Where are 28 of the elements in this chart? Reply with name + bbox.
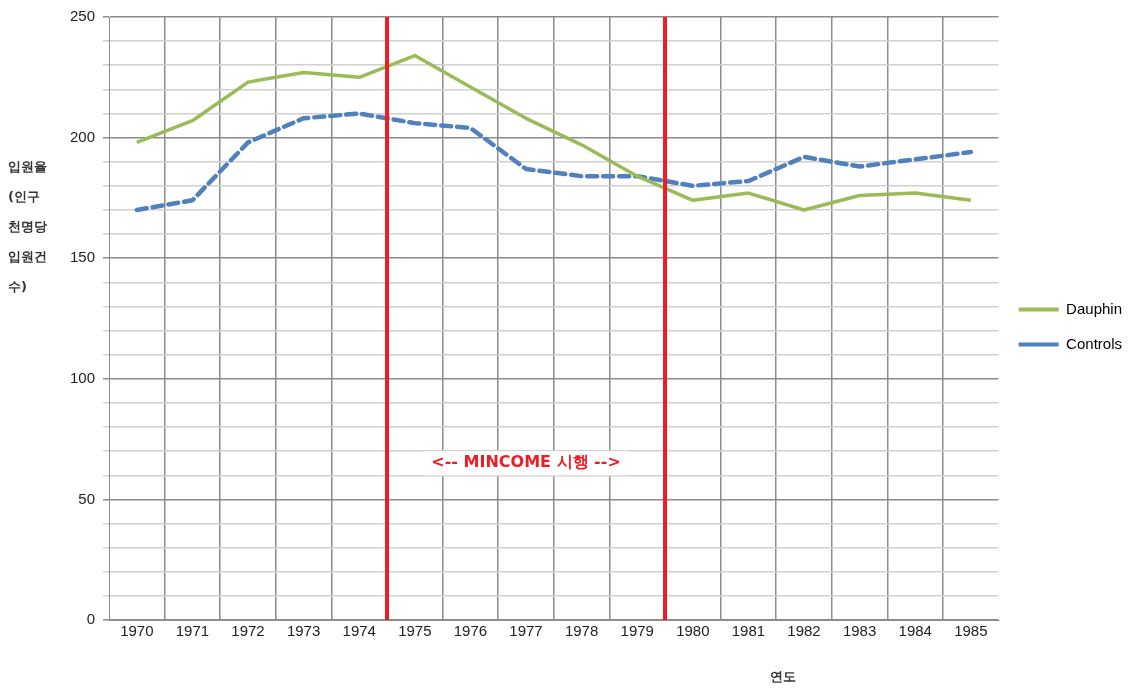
x-tick-label: 1976 [453, 622, 488, 640]
x-tick-label: 1970 [120, 622, 154, 640]
x-tick-label: 1984 [898, 622, 932, 640]
x-tick-label: 1971 [175, 622, 210, 640]
x-tick-label: 1980 [676, 622, 710, 640]
y-tick-label: 50 [78, 489, 96, 507]
x-tick-label: 1975 [398, 622, 432, 640]
y-tick-label: 150 [70, 248, 96, 266]
x-tick-label: 1973 [286, 622, 321, 640]
annotation: <-- MINCOME 시행 --> [431, 452, 621, 472]
y-axis-title: 입원율 (인구 천명당 입원건수) [8, 158, 48, 296]
y-tick-label: 0 [86, 610, 96, 628]
x-tick-label: 1981 [731, 622, 766, 640]
x-tick-label: 1972 [231, 622, 265, 640]
y-tick-label: 250 [70, 7, 96, 25]
x-tick-label: 1985 [954, 622, 988, 640]
y-tick-label: 100 [70, 368, 96, 386]
y-tick-label: 200 [70, 127, 96, 145]
x-tick-label: 1978 [564, 622, 599, 640]
x-tick-label: 1979 [620, 622, 654, 640]
legend-label: Dauphin [1066, 299, 1123, 317]
x-tick-label: 1982 [787, 622, 821, 640]
x-axis-title: 연도 [770, 668, 796, 686]
x-tick-label: 1983 [842, 622, 877, 640]
line-series [134, 111, 974, 213]
x-tick-label: 1977 [509, 622, 543, 640]
legend-label: Controls [1066, 334, 1122, 352]
x-tick-label: 1974 [342, 622, 376, 640]
